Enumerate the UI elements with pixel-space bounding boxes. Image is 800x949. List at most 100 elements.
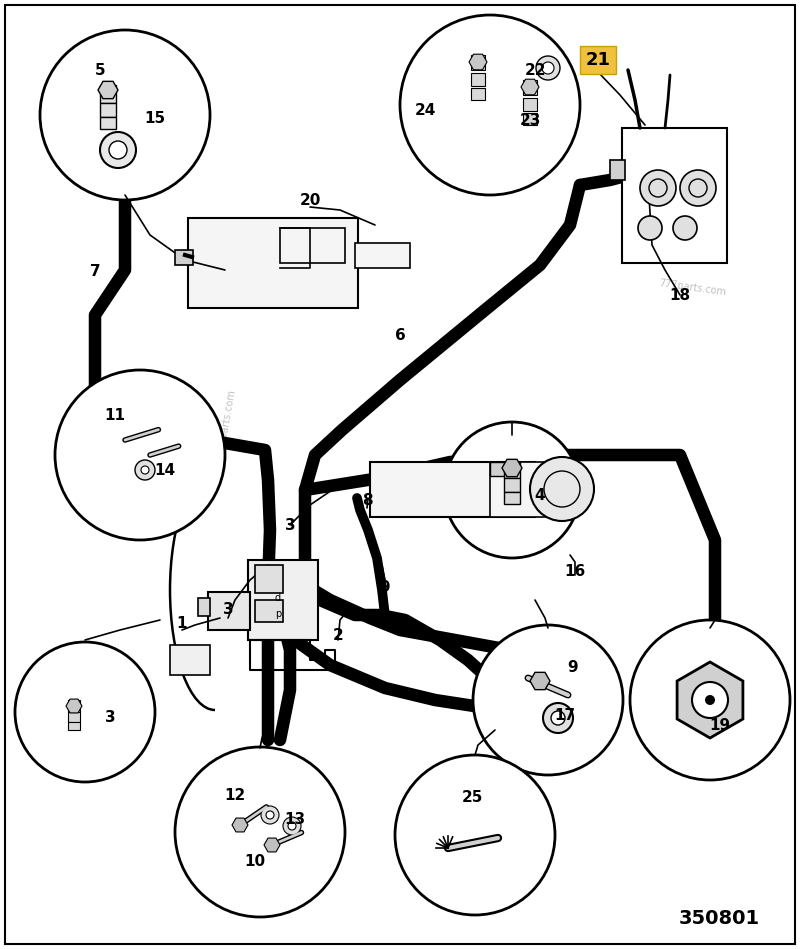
Bar <box>68 712 80 722</box>
Bar <box>248 560 318 640</box>
Circle shape <box>141 466 149 474</box>
Text: 12: 12 <box>224 788 246 803</box>
Circle shape <box>395 755 555 915</box>
Text: 8: 8 <box>362 493 372 508</box>
Bar <box>504 462 520 478</box>
Bar <box>188 218 358 308</box>
Text: p: p <box>275 609 281 619</box>
Bar <box>255 600 283 622</box>
Circle shape <box>473 625 623 775</box>
Polygon shape <box>264 838 280 852</box>
Text: 24: 24 <box>414 102 436 118</box>
Text: 3: 3 <box>285 517 295 532</box>
Text: 20: 20 <box>299 193 321 208</box>
Text: 25: 25 <box>462 791 482 806</box>
Polygon shape <box>469 54 487 70</box>
Circle shape <box>288 822 296 830</box>
Bar <box>504 492 520 504</box>
Circle shape <box>543 703 573 733</box>
Text: 3: 3 <box>222 603 234 618</box>
Circle shape <box>135 460 155 480</box>
Bar <box>610 160 625 180</box>
Text: 10: 10 <box>245 854 266 869</box>
Polygon shape <box>521 79 539 95</box>
Bar <box>255 565 283 593</box>
Bar <box>100 117 116 129</box>
Polygon shape <box>677 662 743 738</box>
Text: 13: 13 <box>285 812 306 828</box>
Bar <box>523 98 537 111</box>
Text: 9: 9 <box>380 581 390 596</box>
Bar <box>523 113 537 125</box>
Circle shape <box>530 457 594 521</box>
Text: 777parts.com: 777parts.com <box>658 278 726 297</box>
Text: 17: 17 <box>554 708 575 722</box>
Text: 3: 3 <box>105 711 115 725</box>
Circle shape <box>542 62 554 74</box>
Bar <box>622 128 727 263</box>
Text: 14: 14 <box>154 462 175 477</box>
Bar <box>198 598 210 616</box>
Text: 22: 22 <box>524 63 546 78</box>
Circle shape <box>15 642 155 782</box>
Bar <box>68 700 80 712</box>
Text: 19: 19 <box>710 717 730 733</box>
Circle shape <box>400 15 580 195</box>
Circle shape <box>630 620 790 780</box>
Bar <box>280 228 345 263</box>
Circle shape <box>283 817 301 835</box>
Text: 9: 9 <box>568 661 578 676</box>
Text: 6: 6 <box>394 327 406 343</box>
Circle shape <box>175 747 345 917</box>
Text: 4: 4 <box>534 488 546 503</box>
Text: 18: 18 <box>670 288 690 303</box>
Text: d: d <box>275 593 281 603</box>
Polygon shape <box>530 672 550 690</box>
Bar <box>170 645 210 675</box>
Circle shape <box>261 806 279 824</box>
Circle shape <box>55 370 225 540</box>
Text: 777parts.com: 777parts.com <box>432 469 494 478</box>
Circle shape <box>536 56 560 80</box>
Polygon shape <box>66 699 82 713</box>
Bar <box>68 722 80 730</box>
Polygon shape <box>98 82 118 99</box>
Text: 350801: 350801 <box>679 909 760 928</box>
Text: 2: 2 <box>333 627 343 642</box>
Bar <box>100 85 116 103</box>
Circle shape <box>705 695 715 705</box>
Text: 5: 5 <box>94 63 106 78</box>
Circle shape <box>638 216 662 240</box>
Bar <box>100 103 116 117</box>
Circle shape <box>100 132 136 168</box>
Bar <box>504 478 520 492</box>
Text: 16: 16 <box>564 565 586 580</box>
Circle shape <box>40 30 210 200</box>
Circle shape <box>680 170 716 206</box>
Bar <box>471 73 485 86</box>
Text: 11: 11 <box>105 407 126 422</box>
Text: 15: 15 <box>145 110 166 125</box>
Text: 1: 1 <box>177 616 187 630</box>
Polygon shape <box>232 818 248 832</box>
Text: 7: 7 <box>90 265 100 280</box>
Bar <box>471 88 485 100</box>
Circle shape <box>640 170 676 206</box>
Text: 23: 23 <box>519 113 541 127</box>
Circle shape <box>551 711 565 725</box>
Circle shape <box>673 216 697 240</box>
Bar <box>490 462 545 517</box>
Bar <box>471 55 485 70</box>
Bar <box>208 592 250 630</box>
Text: 777parts.com: 777parts.com <box>215 388 237 457</box>
Polygon shape <box>502 459 522 476</box>
Bar <box>370 462 535 517</box>
Bar <box>523 80 537 95</box>
Bar <box>490 462 508 476</box>
Bar <box>355 243 410 268</box>
Circle shape <box>266 811 274 819</box>
Text: 777parts.com: 777parts.com <box>455 472 522 482</box>
Circle shape <box>109 141 127 159</box>
Bar <box>175 250 193 265</box>
Text: 21: 21 <box>586 51 610 69</box>
